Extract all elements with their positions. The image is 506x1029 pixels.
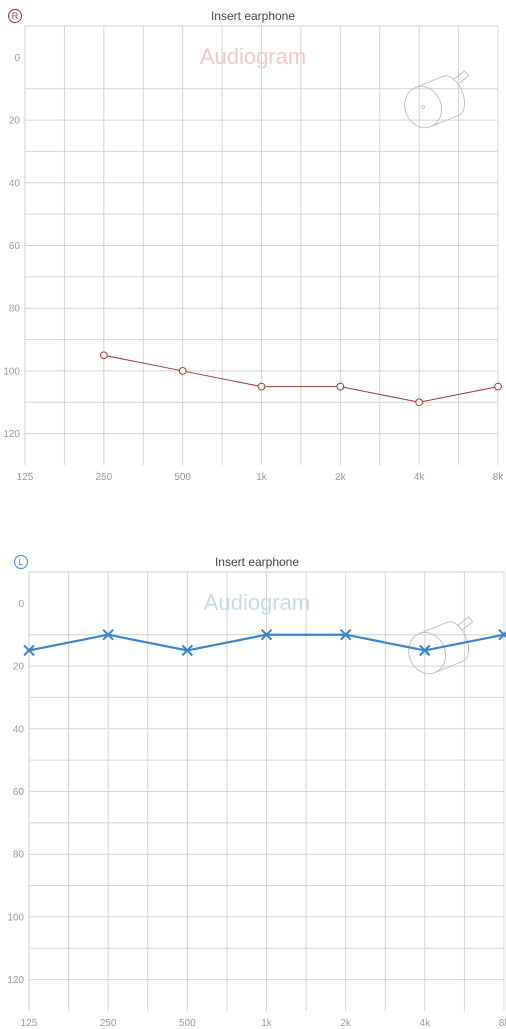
- y-tick-label: 40: [9, 178, 21, 189]
- earphone-tube: [456, 616, 474, 632]
- left-ear-audiogram-chart[interactable]: L Insert earphone 0 20 40 60 80 100 120 125 250 500…: [0, 546, 506, 1029]
- series-line: [103, 354, 499, 403]
- y-tick-label: 40: [13, 724, 25, 735]
- y-tick-label: 100: [3, 366, 20, 377]
- ear-badge-circle: [14, 555, 28, 569]
- data-point-circle: [257, 382, 266, 391]
- chart-title: Insert earphone: [211, 9, 295, 23]
- y-tick-label: 80: [13, 850, 25, 861]
- x-tick-label: 125: [17, 472, 34, 483]
- earphone-tube: [452, 70, 470, 86]
- data-point-cross: [23, 644, 35, 657]
- data-point-cross: [498, 629, 506, 641]
- y-tick-label: 120: [3, 429, 20, 440]
- y-tick-label: 20: [9, 116, 21, 127]
- right-ear-audiogram-panel: R Insert earphone 0 20 40 60 80 100 120 125 250 500…: [0, 0, 506, 490]
- ear-badge: R: [8, 9, 22, 23]
- y-tick-label: 60: [13, 787, 25, 798]
- data-point-circle: [415, 398, 424, 407]
- y-tick-label: 120: [7, 975, 24, 986]
- data-point-cross: [260, 629, 273, 641]
- data-point-cross: [181, 644, 194, 657]
- audiogram-watermark: Audiogram: [204, 590, 310, 615]
- y-tick-label: 0: [18, 599, 24, 610]
- data-point-cross: [339, 629, 352, 641]
- ear-label: L: [18, 557, 23, 567]
- x-tick-label: 500: [179, 1018, 196, 1029]
- y-tick-label: 0: [14, 53, 20, 64]
- y-tick-label: 60: [9, 241, 21, 252]
- insert-earphone-icon: [404, 70, 470, 129]
- x-tick-label: 8k: [493, 472, 505, 483]
- ear-label: R: [12, 11, 19, 21]
- ear-badge: L: [14, 555, 28, 569]
- earphone-shell: [415, 75, 465, 127]
- y-tick-label: 20: [13, 662, 25, 673]
- ear-badge-circle: [8, 9, 22, 23]
- x-tick-label: 500: [174, 472, 191, 483]
- x-tick-label: 2k: [340, 1018, 352, 1029]
- data-point-cross: [102, 629, 114, 641]
- data-point-circle: [336, 382, 345, 391]
- audiogram-watermark: Audiogram: [200, 44, 306, 69]
- data-point-circle: [178, 367, 187, 375]
- y-tick-label: 100: [7, 912, 24, 923]
- x-tick-label: 4k: [414, 472, 426, 483]
- left-ear-audiogram-panel: L Insert earphone 0 20 40 60 80 100 120 125 250 500…: [0, 546, 506, 1029]
- x-tick-label: 1k: [256, 472, 268, 483]
- y-tick-label: 80: [9, 304, 21, 315]
- data-point-circle: [494, 382, 502, 391]
- x-tick-label: 4k: [420, 1018, 432, 1029]
- x-tick-label: 8k: [499, 1018, 506, 1029]
- right-ear-audiogram-chart[interactable]: R Insert earphone 0 20 40 60 80 100 120 125 250 500…: [0, 0, 506, 490]
- data-point-circle: [99, 351, 108, 360]
- x-tick-label: 250: [100, 1018, 117, 1029]
- x-tick-label: 1k: [261, 1018, 273, 1029]
- chart-title: Insert earphone: [215, 555, 299, 569]
- data-point-cross: [419, 644, 431, 657]
- earphone-shell: [419, 621, 469, 673]
- x-tick-label: 125: [21, 1018, 38, 1029]
- x-tick-label: 250: [95, 472, 112, 483]
- x-tick-label: 2k: [335, 472, 347, 483]
- earphone-center: [421, 105, 426, 109]
